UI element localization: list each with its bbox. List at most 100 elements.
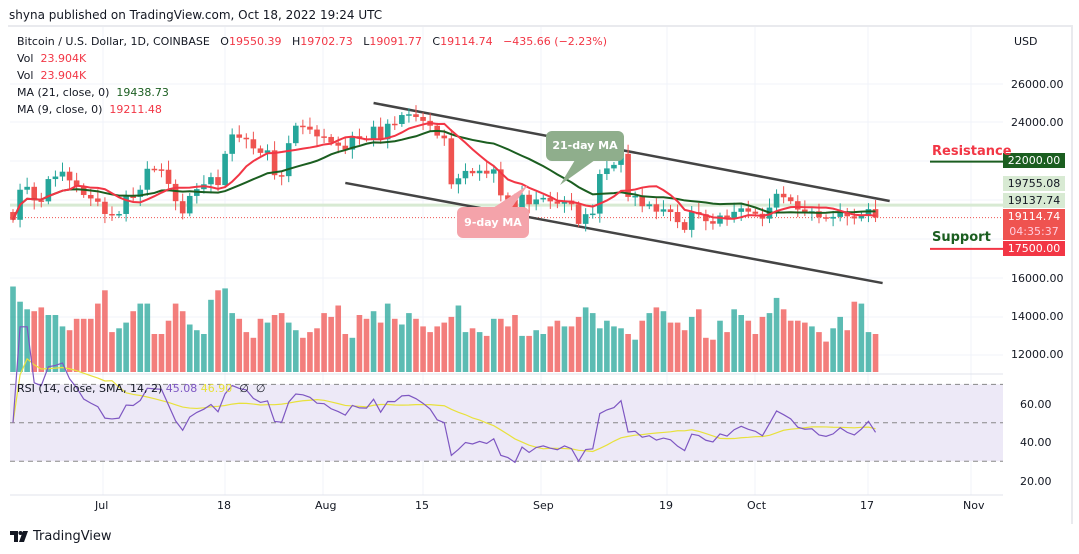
volume-bar [554,320,561,372]
candle-body [512,199,518,210]
candle-body [307,126,313,130]
rsi-tick: 20.00 [1020,475,1052,488]
candle-body [724,215,730,219]
volume-bar [278,313,285,372]
volume-bar [201,334,207,372]
volume-bar [293,330,299,372]
volume-bar [865,332,872,372]
candle-body [731,211,737,219]
rsi-empty-2: ∅ [255,382,266,395]
time-tick: 17 [860,499,874,512]
candle-body [215,177,221,186]
tradingview-logo-icon [10,531,28,542]
ma9-label: MA (9, close, 0) [17,103,103,116]
rsi-tick: 40.00 [1020,436,1052,449]
chart-frame [8,25,1073,524]
time-tick: Oct [747,499,767,512]
price-tick: 26000.00 [1011,78,1064,91]
volume-bar [448,316,455,372]
rsi-legend: RSI (14, close, SMA, 14, 2) 45.08 46.90 … [17,382,265,395]
volume-bar [384,303,391,372]
volume-bar [660,311,667,372]
ma9-legend: MA (9, close, 0) 19211.48 [17,103,162,116]
volume-bar [271,315,278,372]
change-value: −435.66 (−2.23%) [503,35,608,48]
open-label: O [220,35,229,48]
ma21-callout-tail [560,160,595,185]
channel-trendline [345,181,883,285]
volume-bar [816,332,822,372]
volume-bar [328,316,334,372]
candle-body [271,150,278,176]
candle-body [703,214,709,222]
candle-body [208,177,214,185]
volume-bar [186,324,193,372]
volume-bar [844,330,851,372]
volume-bar [490,318,497,372]
candle-body [660,209,667,212]
volume-bar [575,316,582,372]
volume-bar [710,339,716,372]
candle-body [52,176,59,180]
tradingview-logo[interactable]: TradingView [10,529,112,544]
candle-body [293,125,299,144]
candle-body [604,168,610,175]
open-value: 19550.39 [228,35,282,48]
candle-body [667,209,674,213]
volume-bar [264,322,271,372]
volume-bar [250,337,257,372]
candle-body [45,179,52,202]
candle-body [300,125,306,128]
rsi-empty-1: ∅ [239,382,249,395]
candle-body [158,169,165,171]
ma9-callout: 9-day MA [457,207,529,238]
candle-body [243,137,250,140]
candle-body [264,150,271,153]
candle-body [858,214,865,219]
volume-bar [540,334,547,372]
volume-bar [604,320,610,372]
volume-bar [809,326,815,372]
close-label: C [432,35,441,48]
vol-legend-1: Vol 23.904K [17,52,86,65]
volume-bar [342,334,349,372]
volume-bar [688,316,695,372]
volume-bar [229,313,235,372]
volume-bar [625,334,631,372]
support-price-label: 17500.00 [1003,241,1065,256]
candle-body [165,169,172,184]
volume-bar [194,330,200,372]
vol-value: 23.904K [40,52,87,65]
candle-body [109,213,115,216]
candle-body [483,170,490,174]
volume-bar [787,320,794,372]
volume-bar [802,322,808,372]
candle-body [639,195,646,207]
last-price: 19114.74 [1007,210,1061,223]
volume-bar [858,303,865,372]
volume-bar [285,322,292,372]
candle-body [611,164,617,169]
candle-body [787,197,794,202]
volume-bar [519,335,525,372]
volume-bar [243,332,250,372]
volume-bar [257,318,264,372]
volume-bar [66,330,73,372]
candle-body [87,194,94,199]
volume-bar [695,309,702,372]
rsi-value: 45.08 [165,382,198,395]
volume-bar [837,316,843,372]
volume-bar [674,322,681,372]
candle-body [802,209,808,212]
volume-bar [611,326,617,372]
resistance-price-label: 22000.00 [1003,153,1065,168]
volume-bar [52,315,59,372]
candle-body [830,216,836,219]
volume-bar [377,322,384,372]
ma9-price-label: 19137.74 [1003,193,1065,208]
volume-bar [434,326,440,372]
candle-body [349,136,356,150]
currency-label: USD [1014,35,1038,48]
volume-bar [533,330,539,372]
